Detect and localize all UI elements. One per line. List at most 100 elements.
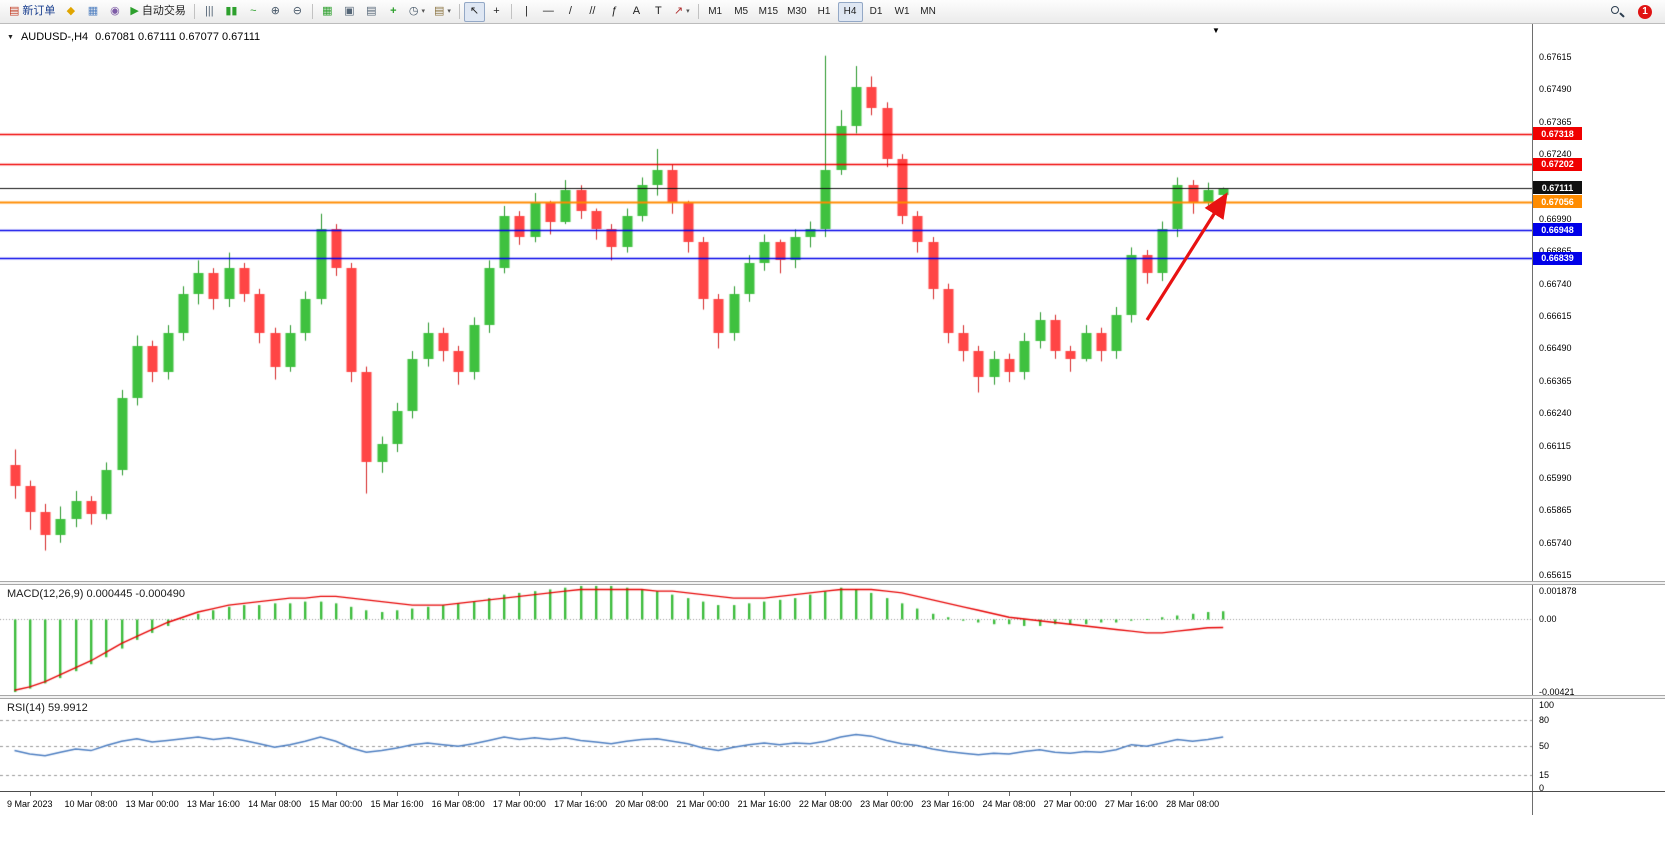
line-chart-button[interactable]: ~ — [243, 2, 264, 22]
zoom-out-button[interactable]: ⊖ — [287, 2, 308, 22]
price-axis-tick: 0.67365 — [1539, 116, 1572, 127]
arrows-tool-button[interactable]: ↗ ▾ — [670, 2, 694, 22]
chart-header: ▼ AUDUSD-,H4 0.67081 0.67111 0.67077 0.6… — [7, 31, 260, 43]
chevron-down-icon: ▾ — [686, 8, 690, 15]
chart-collapse-icon[interactable]: ▼ — [7, 33, 14, 41]
timeframe-m15-button[interactable]: M15 — [755, 2, 782, 22]
indicators-icon: + — [390, 5, 397, 17]
bar-chart-button[interactable]: ||| — [199, 2, 220, 22]
navigator-button[interactable]: ◉ — [104, 2, 125, 22]
text-label-button[interactable]: T — [648, 2, 669, 22]
rsi-canvas[interactable] — [0, 699, 1532, 791]
price-axis-tick: 0.65615 — [1539, 570, 1572, 581]
timeframe-w1-button[interactable]: W1 — [890, 2, 915, 22]
panel-splitter[interactable] — [0, 581, 1665, 585]
timeframe-m1-button[interactable]: M1 — [703, 2, 728, 22]
macd-panel[interactable]: MACD(12,26,9) 0.000445 -0.000490 — [0, 585, 1532, 695]
arrange-windows-icon: ▤ — [366, 5, 377, 17]
chart-shift-icon[interactable]: ▼ — [1212, 26, 1220, 35]
time-axis-label: 23 Mar 00:00 — [860, 799, 914, 809]
cascade-windows-button[interactable]: ▣ — [339, 2, 360, 22]
timeframe-h4-button[interactable]: H4 — [837, 1, 863, 22]
text-button[interactable]: A — [626, 2, 647, 22]
price-axis-tick: 0.66740 — [1539, 278, 1572, 289]
periods-button[interactable]: ◷ ▾ — [405, 2, 429, 22]
time-axis-label: 13 Mar 16:00 — [186, 799, 240, 809]
tile-windows-button[interactable]: ▦ — [317, 2, 338, 22]
new-order-button[interactable]: ▤ 新订单 — [5, 2, 59, 22]
macd-values: 0.000445 -0.000490 — [86, 588, 185, 600]
time-axis-tick — [1192, 792, 1194, 796]
autotrading-button[interactable]: ▶ 自动交易 — [126, 2, 189, 22]
price-axis-tick: 0.66990 — [1539, 213, 1572, 224]
rsi-axis-tick: 100 — [1539, 700, 1555, 710]
time-axis-label: 27 Mar 00:00 — [1043, 799, 1097, 809]
indicators-button[interactable]: + — [383, 2, 404, 22]
zoom-in-button[interactable]: ⊕ — [265, 2, 286, 22]
autotrading-button-label: 自动交易 — [141, 5, 186, 17]
time-axis-tick — [1009, 792, 1010, 796]
macd-canvas[interactable] — [0, 585, 1532, 695]
price-axis-tick: 0.66240 — [1539, 408, 1572, 419]
time-axis-tick — [703, 792, 704, 796]
line-chart-icon: ~ — [250, 5, 257, 17]
notification-badge[interactable]: 1 — [1638, 4, 1652, 19]
search-button[interactable] — [1606, 2, 1629, 22]
timeframe-mn-button[interactable]: MN — [916, 2, 941, 22]
price-axis[interactable]: 0.676150.674900.673650.672400.671150.669… — [1532, 24, 1665, 815]
timeframe-m30-button[interactable]: M30 — [783, 2, 810, 22]
panel-splitter[interactable] — [0, 695, 1665, 699]
timeframe-m5-button[interactable]: M5 — [729, 2, 754, 22]
time-axis-label: 17 Mar 16:00 — [554, 799, 608, 809]
time-axis-label: 9 Mar 2023 — [7, 799, 53, 809]
price-level-badge: 0.67318 — [1533, 127, 1582, 141]
price-level-badge: 0.67111 — [1533, 181, 1582, 195]
macd-axis-tick: 0.001878 — [1539, 586, 1577, 596]
autotrading-icon: ▶ — [130, 5, 139, 17]
price-chart-canvas[interactable] — [0, 24, 1532, 581]
timeframe-d1-button[interactable]: D1 — [864, 2, 889, 22]
time-axis[interactable]: 9 Mar 2023 10 Mar 08:00 13 Mar 00:00 13 Mar… — [0, 791, 1665, 815]
text-label-icon: T — [655, 5, 662, 17]
cursor-button[interactable]: ↖ — [463, 1, 485, 22]
fibonacci-button[interactable]: ƒ — [604, 2, 625, 22]
main-chart-panel[interactable]: ▼ AUDUSD-,H4 0.67081 0.67111 0.67077 0.6… — [0, 24, 1532, 581]
time-axis-tick — [213, 792, 215, 796]
time-axis-label: 22 Mar 08:00 — [798, 799, 852, 809]
toolbar-separator — [510, 4, 512, 19]
rsi-label: RSI(14) 59.9912 — [7, 702, 88, 714]
market-watch-icon: ◆ — [66, 5, 76, 17]
toolbar-separator — [697, 4, 699, 19]
toolbar-separator — [458, 4, 460, 19]
search-icon — [1610, 4, 1625, 19]
market-watch-button[interactable]: ◆ — [60, 2, 81, 22]
arrange-windows-button[interactable]: ▤ — [361, 2, 382, 22]
data-window-button[interactable]: ▦ — [82, 2, 103, 22]
templates-button[interactable]: ▤ ▾ — [430, 2, 455, 22]
time-axis-tick — [641, 792, 643, 796]
rsi-panel[interactable]: RSI(14) 59.9912 — [0, 699, 1532, 791]
price-axis-tick: 0.66115 — [1539, 440, 1571, 451]
price-axis-tick: 0.66490 — [1539, 343, 1572, 354]
price-level-badge: 0.66948 — [1533, 223, 1582, 237]
time-axis-tick — [274, 792, 276, 796]
time-axis-tick — [335, 792, 337, 796]
tile-windows-icon: ▦ — [322, 5, 333, 17]
cursor-icon: ↖ — [469, 5, 480, 17]
rsi-value: 59.9912 — [47, 702, 88, 714]
horizontal-line-button[interactable]: — — [538, 2, 559, 22]
rsi-axis-tick: 15 — [1539, 770, 1550, 781]
navigator-icon: ◉ — [110, 5, 120, 17]
candlestick-chart-button[interactable]: ▮▮ — [221, 2, 242, 22]
trendline-button[interactable]: / — [560, 2, 581, 22]
vertical-line-button[interactable]: | — [516, 2, 537, 22]
chevron-down-icon: ▾ — [447, 8, 451, 15]
time-axis-tick — [764, 792, 766, 796]
macd-axis-tick: 0.00 — [1539, 614, 1557, 624]
rsi-axis-tick: 50 — [1539, 740, 1550, 751]
equidistant-channel-button[interactable]: // — [582, 2, 603, 22]
crosshair-button[interactable]: + — [486, 2, 507, 22]
timeframe-h1-button[interactable]: H1 — [812, 2, 837, 22]
time-axis-tick — [91, 792, 92, 796]
time-axis-tick — [825, 792, 827, 796]
